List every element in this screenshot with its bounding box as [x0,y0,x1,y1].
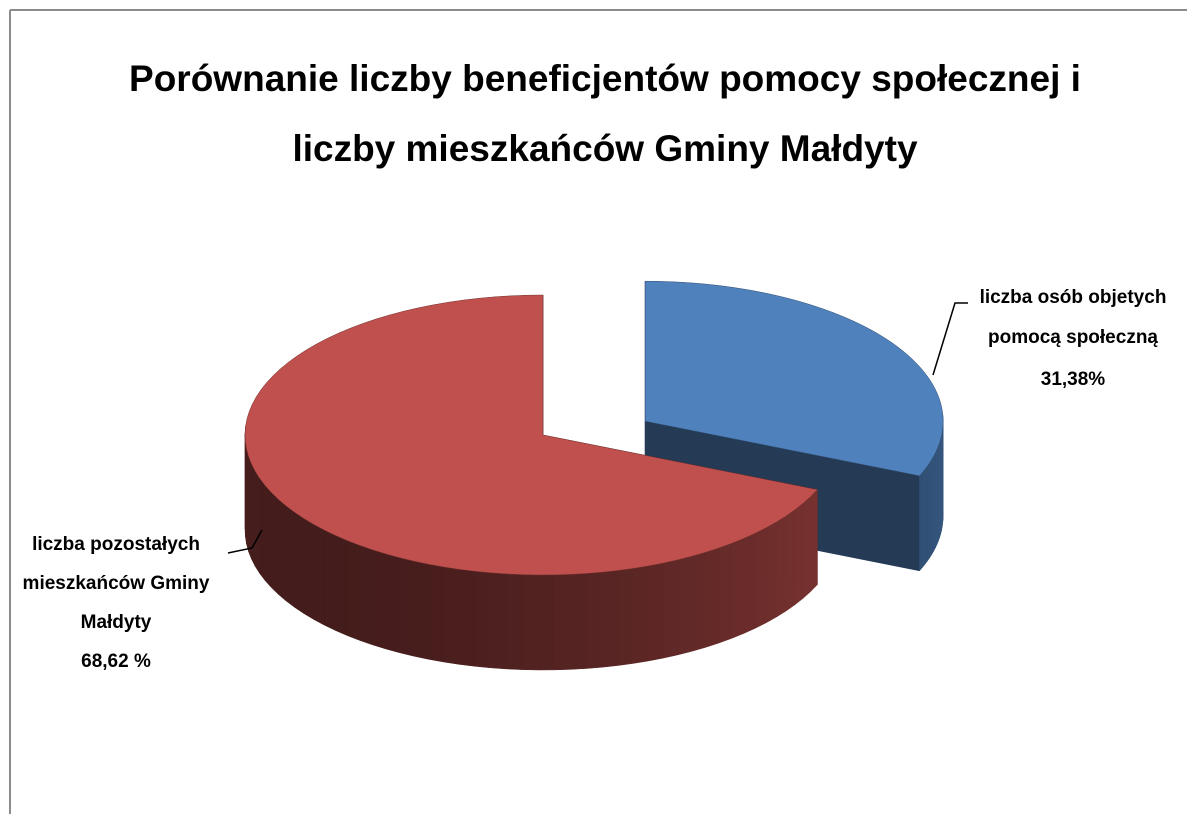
slice-wall [443,566,460,665]
slice-wall [933,452,936,552]
slice-wall [929,458,932,559]
leader-line [932,302,968,376]
slice-wall [663,559,679,659]
slice-wall [810,489,818,593]
slice-wall [428,564,445,663]
slice-label: liczba osób objetych pomocą społeczną [979,287,1167,348]
slice-wall [931,455,934,556]
slice-wall [705,547,720,648]
slice [644,280,944,477]
slice-value-label: 31,38% [1040,369,1106,390]
slice-wall [254,470,260,575]
slice-wall [554,574,571,671]
slice-wall [458,569,475,667]
slice-wall [538,574,555,671]
slice-wall [264,484,272,589]
slice-wall [601,570,619,668]
slice-wall [570,573,587,670]
slice-wall [632,565,649,664]
slice-wall [294,511,305,614]
slice-wall [586,571,603,669]
slice-wall [413,560,430,660]
slice [244,294,818,576]
slice-wall [922,468,926,569]
slice-wall [754,527,767,629]
slice-wall [617,568,634,666]
slice-wall [785,509,796,612]
slice-wall [927,462,930,562]
slice-wall [285,505,295,608]
pie [244,280,944,671]
chart-title: Porównanie liczby beneficjentów pomocy s… [129,58,1081,169]
slice-label: liczba pozostałych mieszkańców Gminy Mał… [22,534,210,633]
slice-wall [474,570,491,669]
slice-wall [677,555,693,656]
slice-wall [718,543,732,644]
slice-wall [490,572,507,670]
slice-wall [919,471,923,572]
slice-wall [335,535,348,636]
leader-line [227,529,263,554]
slice-wall [648,562,664,662]
slice-wall [743,532,756,634]
slice-wall [776,515,787,618]
slice-wall [803,495,811,599]
slice-wall [399,557,415,657]
slice-wall [731,538,744,639]
slice-wall [278,498,287,602]
slice-wall [303,518,314,620]
slice-value-label: 68,62 % [81,651,151,672]
slice-wall [246,448,249,552]
slice-wall [347,540,360,641]
slice-wall [506,573,523,670]
slice-wall [359,545,373,646]
slice-wall [385,553,401,654]
slice-wall [372,549,387,650]
slice-wall [313,523,325,626]
slice-wall [251,463,256,567]
slice-wall [765,521,777,624]
slice-wall [324,529,336,631]
slice-wall [522,574,539,671]
slice-wall [794,502,804,606]
slice-wall [271,491,279,595]
slice-wall [259,477,266,582]
slice-wall [924,465,928,566]
slice-wall [248,456,252,559]
slice-wall [691,551,706,652]
